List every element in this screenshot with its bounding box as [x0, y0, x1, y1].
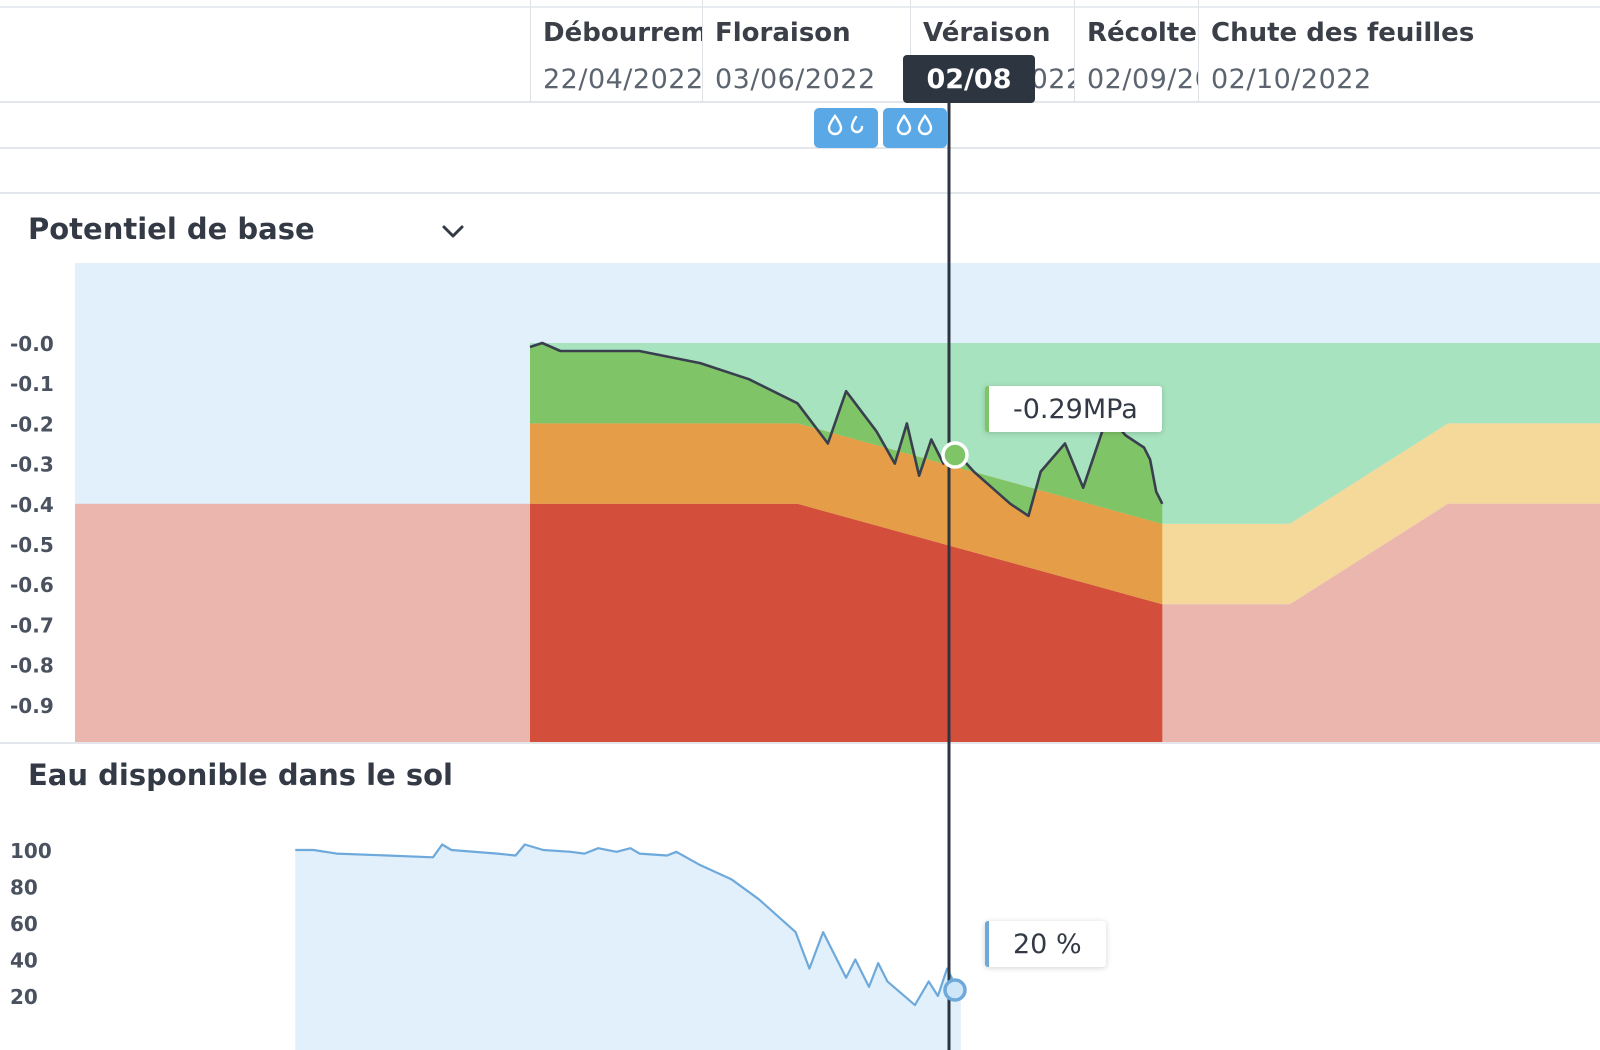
phase-name: Débourrement [543, 18, 703, 48]
section-divider [0, 742, 1600, 744]
y-tick-label: 60 [10, 912, 38, 936]
phase-column-budbreak[interactable]: Débourrement 22/04/2022 [530, 0, 703, 103]
irrigation-row-rule [0, 147, 1600, 149]
y-tick-label: -0.8 [10, 654, 54, 678]
soil-value-text: 20 % [1013, 928, 1082, 960]
y-tick-label: -0.5 [10, 533, 54, 557]
header-bottom-rule [0, 101, 1600, 103]
past-severe-stress-band [530, 503, 1163, 742]
phase-column-leaf-fall[interactable]: Chute des feuilles 02/10/2022 [1198, 0, 1599, 103]
soil-line [295, 843, 962, 1007]
potential-value-label: -0.29MPa [985, 386, 1162, 432]
phase-column-harvest[interactable]: Récolte 02/09/2022 [1074, 0, 1199, 103]
spacer-row-rule [0, 192, 1600, 194]
potential-area [530, 343, 1163, 524]
irrigation-badge[interactable] [814, 108, 878, 148]
cursor-date-badge: 02/08 [903, 55, 1035, 103]
y-tick-label: -0.0 [10, 332, 54, 356]
chevron-down-icon[interactable] [440, 222, 466, 242]
soil-cursor-marker [943, 978, 967, 1002]
no-stress-band [530, 343, 1600, 524]
severe-stress-band [75, 503, 530, 742]
phase-name: Chute des feuilles [1211, 18, 1475, 48]
header-top-rule [0, 6, 1600, 8]
y-tick-label: -0.9 [10, 694, 54, 718]
phase-date: 02/09/2022 [1087, 64, 1199, 95]
phase-name: Floraison [715, 18, 851, 48]
phase-name: Véraison [923, 18, 1051, 48]
y-tick-label: 80 [10, 876, 38, 900]
y-tick-label: -0.3 [10, 453, 54, 477]
y-tick-label: -0.2 [10, 412, 54, 436]
y-tick-label: -0.6 [10, 573, 54, 597]
phase-name: Récolte [1087, 18, 1197, 48]
soil-section-title: Eau disponible dans le sol [28, 758, 453, 792]
potential-cursor-marker [941, 441, 969, 469]
potential-value-text: -0.29MPa [1013, 393, 1138, 425]
soil-area [295, 844, 961, 1050]
y-tick-label: -0.1 [10, 372, 54, 396]
phase-date: 22/04/2022 [543, 64, 703, 95]
phase-date: 02/10/2022 [1211, 64, 1372, 95]
water-drops-icon [893, 113, 937, 143]
potential-section-title: Potentiel de base [28, 212, 315, 246]
phase-column-flowering[interactable]: Floraison 03/06/2022 [702, 0, 911, 103]
y-tick-label: -0.7 [10, 613, 54, 637]
y-tick-label: -0.4 [10, 493, 54, 517]
soil-value-label: 20 % [985, 921, 1106, 967]
irrigation-badge[interactable] [883, 108, 947, 148]
phase-date: 03/06/2022 [715, 64, 876, 95]
water-drops-icon [824, 113, 868, 143]
y-tick-label: 100 [10, 839, 52, 863]
past-moderate-stress-band [530, 423, 1163, 605]
y-tick-label: 40 [10, 949, 38, 973]
y-tick-label: 20 [10, 985, 38, 1009]
